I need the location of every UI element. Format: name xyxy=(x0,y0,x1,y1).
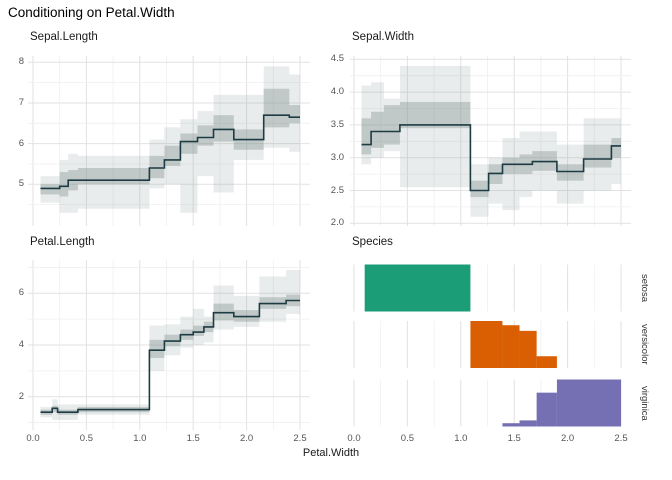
species-bar-versicolor xyxy=(470,321,503,368)
outer-band-segment xyxy=(488,157,503,204)
strip-label-setosa: setosa xyxy=(639,274,650,302)
x-tick-label: 0.5 xyxy=(79,433,93,444)
y-tick-label: 4.0 xyxy=(330,86,344,98)
species-bar-virginica xyxy=(502,423,520,427)
inner-band-segment xyxy=(197,125,214,146)
outer-band-segment xyxy=(233,295,260,327)
x-tick-label: 2.0 xyxy=(239,433,254,444)
outer-band-segment xyxy=(611,118,621,184)
x-tick-label: 2.5 xyxy=(614,433,628,444)
outer-band-segment xyxy=(213,94,234,193)
y-tick-label: 6 xyxy=(18,287,24,299)
y-tick-label: 2.0 xyxy=(330,217,344,229)
inner-band-segment xyxy=(180,133,198,154)
inner-band-segment xyxy=(149,339,165,358)
inner-band-segment xyxy=(502,157,520,175)
strip-label-virginica: virginica xyxy=(639,385,650,421)
outer-band-segment xyxy=(502,138,520,211)
conditional-step-line xyxy=(361,124,621,192)
inner-band-segment xyxy=(583,144,612,168)
outer-band-segment xyxy=(233,94,264,160)
y-tick-label: 4 xyxy=(18,339,24,350)
species-bar-versicolor xyxy=(502,325,520,368)
outer-band-segment xyxy=(361,85,372,165)
outer-band-segment xyxy=(164,127,181,185)
inner-band-segment xyxy=(361,118,372,155)
outer-band-segment xyxy=(193,308,204,345)
outer-band-segment xyxy=(289,74,300,152)
x-tick-label: 2.5 xyxy=(293,433,307,444)
outer-band-segment xyxy=(197,111,214,177)
x-tick-label: 2.0 xyxy=(560,433,575,444)
y-tick-label: 2.5 xyxy=(330,184,344,196)
outer-band-segment xyxy=(286,270,300,314)
inner-band-segment xyxy=(164,145,181,167)
panel-title-petal-length: Petal.Length xyxy=(30,236,95,248)
outer-band-segment xyxy=(149,325,165,371)
outer-band-segment xyxy=(180,119,198,213)
x-tick-label: 1.0 xyxy=(454,433,468,444)
conditional-step-line xyxy=(40,299,300,413)
figure-title: Conditioning on Petal.Width xyxy=(8,5,175,20)
outer-band-segment xyxy=(213,285,234,330)
outer-band-segment xyxy=(164,324,181,356)
x-tick-label: 0.0 xyxy=(26,433,40,444)
strip-label-versicolor: versicolor xyxy=(639,323,650,365)
outer-band-segment xyxy=(77,155,150,209)
outer-band-segment xyxy=(263,66,290,148)
inner-band-segment xyxy=(383,105,400,145)
species-bar-virginica xyxy=(556,379,621,427)
x-tick-label: 1.5 xyxy=(186,433,200,444)
species-bar-versicolor xyxy=(536,356,557,368)
outer-band-segment xyxy=(180,316,194,348)
species-bar-virginica xyxy=(536,392,557,427)
conditional-step-line xyxy=(40,114,300,190)
inner-band-segment xyxy=(470,180,489,198)
outer-band-segment xyxy=(203,316,214,343)
x-tick-label: 0.5 xyxy=(400,433,414,444)
outer-band-segment xyxy=(399,65,471,188)
inner-band-segment xyxy=(149,155,165,179)
y-tick-label: 7 xyxy=(18,97,24,108)
inner-band-segment xyxy=(399,101,471,129)
x-tick-label: 1.0 xyxy=(133,433,147,444)
y-tick-label: 3.5 xyxy=(330,118,344,130)
panel-title-species: Species xyxy=(352,236,393,248)
outer-band-segment xyxy=(556,144,584,204)
panel-title-sepal-width: Sepal.Width xyxy=(352,31,415,43)
inner-band-segment xyxy=(263,88,290,128)
inner-band-segment xyxy=(193,325,204,336)
species-bar-versicolor xyxy=(519,330,537,368)
inner-band-segment xyxy=(77,168,150,185)
y-tick-label: 6 xyxy=(18,137,24,149)
outer-band-segment xyxy=(583,118,612,191)
inner-band-segment xyxy=(289,105,300,124)
outer-band-segment xyxy=(68,153,78,213)
x-tick-label: 0.0 xyxy=(347,433,361,444)
inner-band-segment xyxy=(371,111,384,148)
outer-band-segment xyxy=(40,176,60,203)
inner-band-segment xyxy=(59,172,69,197)
x-axis-title: Petal.Width xyxy=(302,447,360,459)
outer-band-segment xyxy=(259,276,287,322)
y-tick-label: 8 xyxy=(18,56,24,68)
inner-band-segment xyxy=(611,138,621,158)
y-tick-label: 4.5 xyxy=(330,53,344,65)
inner-band-segment xyxy=(556,164,584,181)
outer-band-segment xyxy=(383,98,400,152)
x-tick-label: 1.5 xyxy=(507,433,521,444)
y-tick-label: 5 xyxy=(18,178,24,190)
outer-band-segment xyxy=(52,399,58,420)
y-tick-label: 2 xyxy=(18,390,24,402)
panel-title-sepal-length: Sepal.Length xyxy=(30,31,98,43)
inner-band-segment xyxy=(40,184,60,195)
species-bar-virginica xyxy=(519,420,537,427)
species-bar-setosa xyxy=(364,264,471,312)
outer-band-segment xyxy=(371,82,384,158)
y-tick-label: 3.0 xyxy=(330,151,344,163)
inner-band-segment xyxy=(213,115,234,142)
outer-band-segment xyxy=(149,139,165,189)
